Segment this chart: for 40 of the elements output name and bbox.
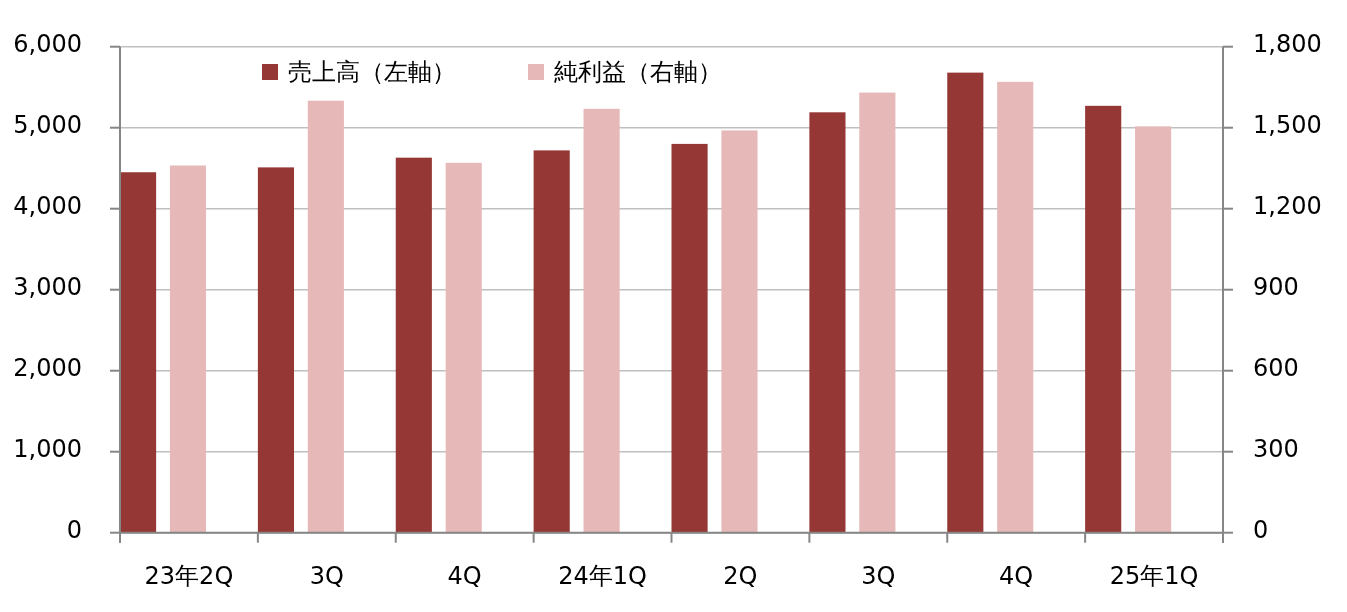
y-tick-label: 1,000 <box>13 434 82 463</box>
bar <box>533 150 570 533</box>
bar <box>307 100 344 533</box>
x-tick-label: 2Q <box>723 562 758 590</box>
bar <box>1085 105 1122 533</box>
x-tick-label: 24年1Q <box>558 562 647 590</box>
x-tick-label: 3Q <box>861 562 896 590</box>
x-tick-label: 4Q <box>447 562 482 590</box>
y2-tick-label: 600 <box>1253 353 1299 382</box>
bar <box>120 172 157 533</box>
x-tick-label: 23年2Q <box>144 562 234 590</box>
y2-tick-label: 1,800 <box>1253 29 1322 58</box>
bar <box>721 130 758 533</box>
y2-tick-label: 1,200 <box>1253 191 1322 220</box>
x-tick-label: 4Q <box>999 562 1034 590</box>
y2-tick-label: 300 <box>1253 434 1299 463</box>
y-tick-label: 4,000 <box>13 191 82 220</box>
bar <box>671 143 708 533</box>
bar <box>947 72 984 533</box>
bar <box>859 92 896 533</box>
bar <box>583 108 620 533</box>
y-tick-label: 2,000 <box>13 353 82 382</box>
bar <box>395 157 432 533</box>
x-tick-label: 3Q <box>309 562 344 590</box>
bar <box>445 162 482 533</box>
y-tick-label: 6,000 <box>13 29 82 58</box>
bar <box>169 165 207 533</box>
bar <box>1135 126 1172 533</box>
y-tick-label: 0 <box>66 515 82 544</box>
bar <box>997 81 1034 533</box>
x-tick-label: 25年1Q <box>1109 562 1199 590</box>
legend-label: 純利益（右軸） <box>554 58 722 86</box>
y2-tick-label: 0 <box>1253 515 1269 544</box>
bar <box>809 112 846 533</box>
y2-tick-label: 900 <box>1253 272 1299 301</box>
y2-tick-label: 1,500 <box>1253 110 1322 139</box>
y-tick-label: 3,000 <box>13 272 82 301</box>
y-tick-label: 5,000 <box>13 110 82 139</box>
bar <box>257 167 294 533</box>
legend-label: 売上高（左軸） <box>288 58 456 86</box>
